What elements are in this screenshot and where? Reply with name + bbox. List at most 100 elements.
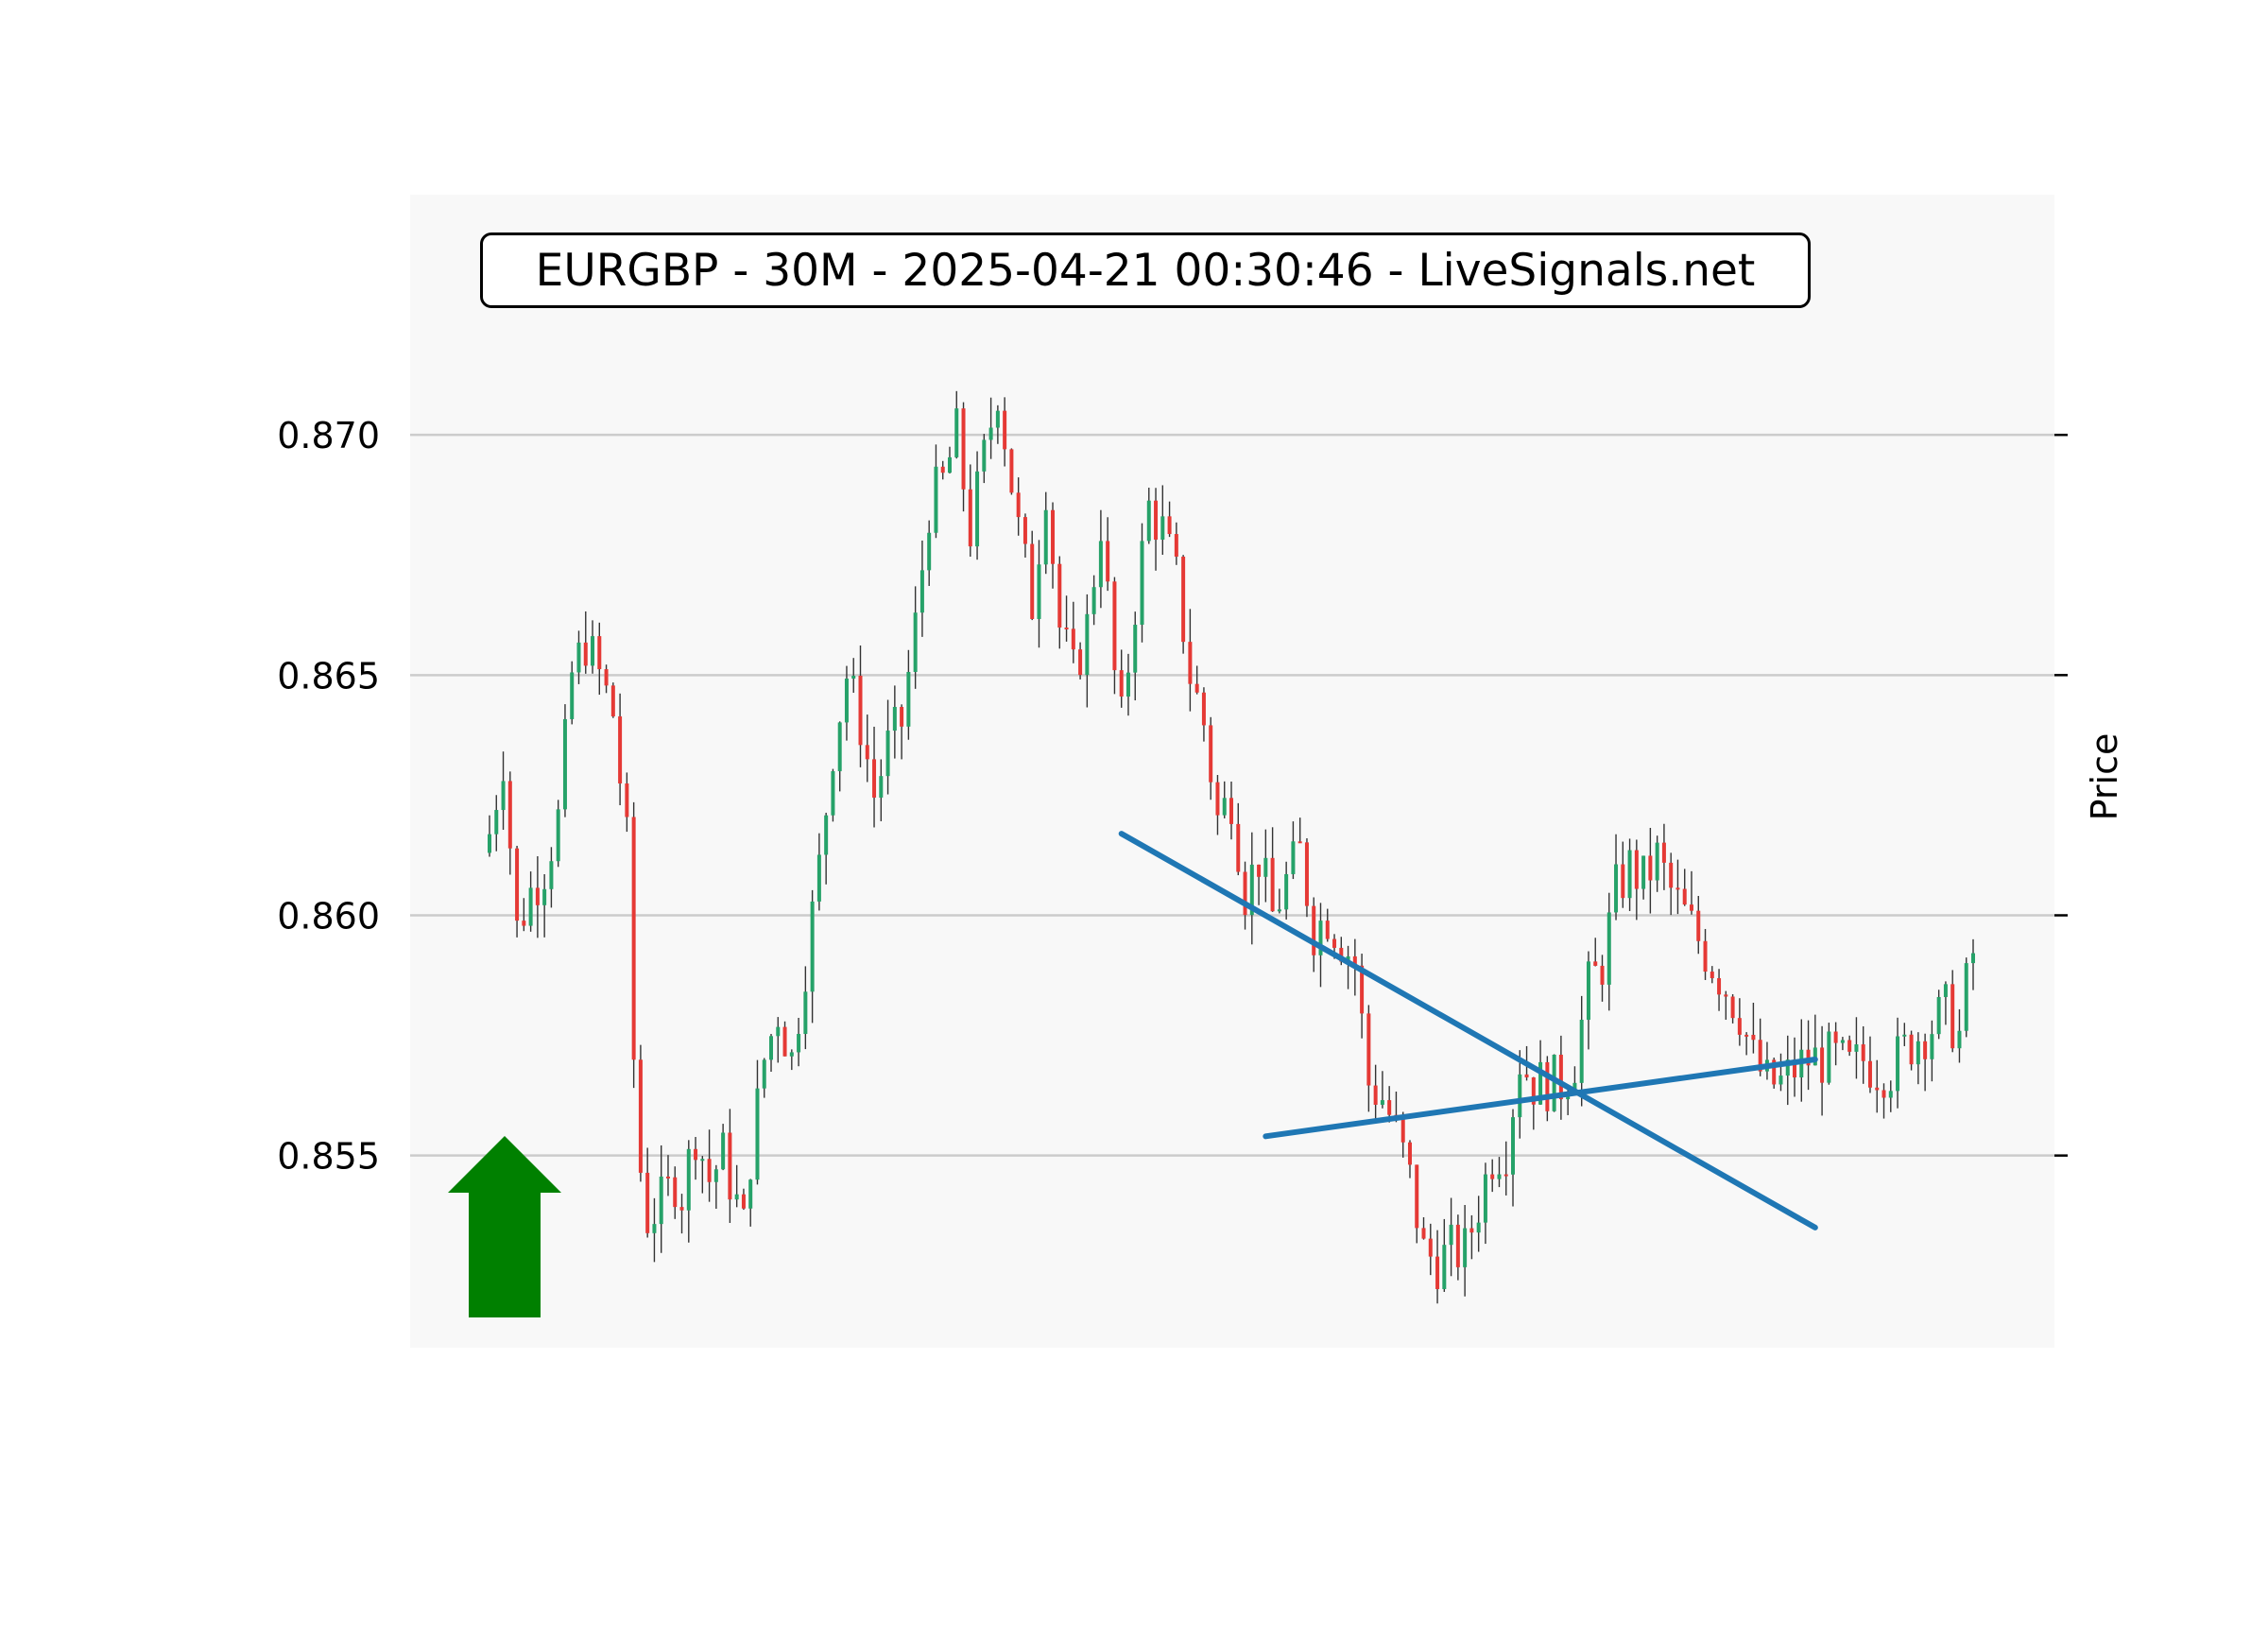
candle-up bbox=[1476, 1222, 1481, 1233]
candle-down bbox=[1229, 798, 1233, 824]
candle-down bbox=[1201, 692, 1206, 726]
candle-down bbox=[1737, 1018, 1742, 1035]
candle-up bbox=[1146, 500, 1151, 542]
candle-up bbox=[1511, 1117, 1516, 1175]
y-axis: 0.855 0.860 0.865 0.870 bbox=[277, 415, 2068, 1178]
candle-down bbox=[610, 685, 615, 717]
candle-up bbox=[975, 471, 980, 547]
candle-up bbox=[831, 771, 835, 816]
candle-up bbox=[919, 570, 924, 613]
candle-up bbox=[1916, 1041, 1920, 1065]
candle-down bbox=[673, 1177, 678, 1208]
candle-down bbox=[638, 1059, 643, 1173]
candle-down bbox=[782, 1026, 787, 1057]
candle-down bbox=[618, 716, 623, 783]
candle-up bbox=[1552, 1055, 1556, 1111]
candle-up bbox=[988, 427, 993, 440]
candle-up bbox=[576, 642, 581, 673]
candle-down bbox=[1950, 984, 1955, 1049]
candle-down bbox=[1558, 1055, 1563, 1100]
candle-up bbox=[1318, 921, 1323, 955]
candle-down bbox=[1360, 965, 1365, 1014]
candle-down bbox=[1112, 581, 1117, 671]
candle-down bbox=[665, 1176, 670, 1179]
candle-up bbox=[1463, 1228, 1468, 1267]
candle-up bbox=[659, 1176, 663, 1225]
candle-down bbox=[1016, 492, 1021, 518]
candle-up bbox=[1091, 587, 1096, 614]
candle-up bbox=[776, 1026, 781, 1037]
candle-down bbox=[1387, 1100, 1392, 1115]
candle-down bbox=[1154, 500, 1159, 540]
candle-up bbox=[906, 671, 911, 727]
candle-up bbox=[1827, 1031, 1831, 1083]
candle-up bbox=[927, 532, 932, 571]
candle-down bbox=[1119, 670, 1124, 697]
candle-up bbox=[549, 861, 554, 889]
candle-up bbox=[734, 1194, 739, 1200]
candle-up bbox=[562, 718, 567, 810]
candle-down bbox=[1881, 1090, 1886, 1098]
candle-up bbox=[1449, 1224, 1453, 1246]
candle-down bbox=[1689, 904, 1693, 911]
candle-down bbox=[597, 636, 602, 670]
candle-down bbox=[1793, 1059, 1797, 1078]
up-arrow-shape bbox=[448, 1136, 561, 1317]
trendlines bbox=[1118, 831, 1818, 1231]
candle-down bbox=[1847, 1040, 1852, 1052]
candle-up bbox=[1346, 955, 1350, 962]
candle-up bbox=[1902, 1034, 1907, 1037]
candle-up bbox=[591, 636, 595, 666]
candle-down bbox=[1057, 563, 1062, 628]
candle-down bbox=[1490, 1174, 1495, 1179]
candle-down bbox=[1051, 509, 1056, 564]
candle-down bbox=[694, 1148, 698, 1161]
candle-down bbox=[1675, 887, 1680, 890]
candle-up bbox=[542, 888, 547, 905]
grid-lines bbox=[410, 433, 2054, 1157]
candle-up bbox=[1284, 873, 1289, 910]
candle-down bbox=[522, 921, 526, 926]
candle-up bbox=[1442, 1245, 1447, 1289]
candle-up bbox=[913, 612, 918, 672]
candle-down bbox=[1724, 994, 1728, 997]
candle-up bbox=[885, 731, 890, 777]
candle-up bbox=[934, 466, 938, 533]
candle-down bbox=[1078, 649, 1083, 676]
candle-up bbox=[1614, 864, 1619, 913]
candle-down bbox=[1407, 1142, 1412, 1165]
candle-down bbox=[865, 745, 869, 760]
candle-up bbox=[1813, 1047, 1817, 1066]
candle-down bbox=[1215, 782, 1220, 816]
candle-up bbox=[1037, 564, 1041, 619]
plot-area bbox=[410, 195, 2054, 1348]
candle-up bbox=[1518, 1074, 1522, 1118]
candle-down bbox=[625, 783, 629, 818]
candle-up bbox=[995, 410, 1000, 428]
candle-down bbox=[1071, 628, 1075, 650]
candle-up bbox=[1222, 798, 1227, 816]
candle-up bbox=[947, 456, 952, 473]
candle-up bbox=[1085, 613, 1090, 676]
candle-down bbox=[1744, 1034, 1749, 1037]
candle-up bbox=[824, 815, 829, 855]
candle-down bbox=[1030, 543, 1035, 619]
candle-up bbox=[1133, 625, 1138, 673]
candle-down bbox=[1772, 1059, 1777, 1085]
candle-down bbox=[583, 642, 588, 666]
candle-down bbox=[1661, 842, 1666, 863]
candle-down bbox=[858, 675, 863, 746]
candle-down bbox=[1194, 683, 1199, 693]
candle-down bbox=[1400, 1115, 1405, 1143]
candle-up bbox=[488, 834, 491, 853]
candle-down bbox=[1600, 965, 1605, 985]
candle-up bbox=[1655, 842, 1659, 881]
candle-down bbox=[1634, 850, 1639, 889]
candle-down bbox=[1064, 627, 1069, 629]
candle-down bbox=[1009, 449, 1014, 493]
candle-up bbox=[570, 672, 575, 719]
y-tick-label: 0.865 bbox=[277, 655, 380, 697]
candle-down bbox=[1455, 1224, 1460, 1267]
